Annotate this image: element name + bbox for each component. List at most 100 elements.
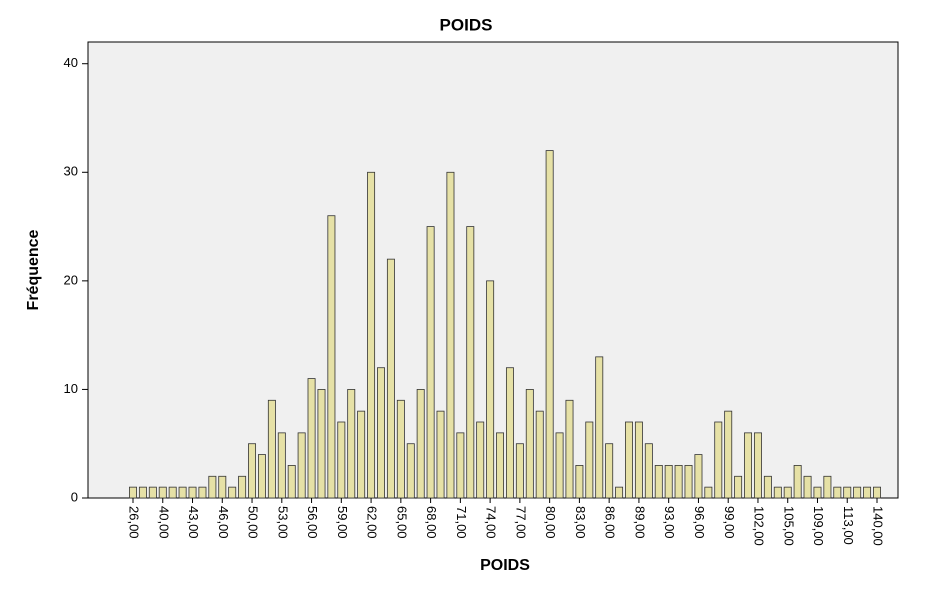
bar — [158, 486, 167, 499]
bar — [168, 486, 177, 499]
bar — [634, 421, 643, 499]
bar — [773, 486, 782, 499]
bar — [863, 486, 872, 499]
bar — [317, 389, 326, 499]
bar — [129, 486, 137, 499]
bar — [277, 432, 286, 499]
bar — [208, 475, 217, 499]
bar — [565, 399, 574, 499]
x-tick-label: 56,00 — [305, 506, 320, 539]
bar — [248, 443, 257, 499]
bar — [257, 454, 266, 499]
bar — [436, 410, 445, 499]
bar — [664, 465, 673, 499]
chart-title: POIDS — [440, 15, 493, 34]
bar — [793, 465, 802, 499]
bar — [625, 421, 633, 499]
x-tick-label: 77,00 — [513, 506, 528, 539]
x-tick-label: 96,00 — [692, 506, 707, 539]
x-tick-label: 71,00 — [454, 506, 469, 539]
x-tick-label: 26,00 — [127, 506, 142, 539]
x-tick-label: 80,00 — [543, 506, 558, 539]
bar — [337, 421, 346, 499]
bar — [357, 410, 366, 499]
bar — [238, 475, 247, 499]
bar — [843, 486, 852, 499]
bar — [525, 389, 534, 499]
x-tick-label: 62,00 — [365, 506, 380, 539]
bar — [833, 486, 842, 499]
bar — [416, 389, 425, 499]
bar — [694, 454, 703, 499]
x-tick-label: 86,00 — [603, 506, 618, 539]
x-tick-label: 93,00 — [662, 506, 677, 539]
bar — [496, 432, 505, 499]
bar — [505, 367, 514, 499]
bar — [763, 475, 772, 499]
y-tick-label: 30 — [64, 164, 78, 179]
bar — [228, 486, 237, 499]
x-axis-title: POIDS — [480, 557, 530, 574]
bar — [327, 215, 336, 499]
x-tick-label: 50,00 — [246, 506, 261, 539]
x-tick-label: 40,00 — [156, 506, 171, 539]
bar — [267, 399, 276, 499]
x-tick-label: 68,00 — [424, 506, 439, 539]
bar — [734, 475, 743, 499]
bar — [218, 475, 227, 499]
bar — [813, 486, 822, 499]
y-axis-title: Fréquence — [25, 229, 42, 310]
bar — [188, 486, 197, 499]
bar — [853, 486, 862, 499]
bar — [654, 465, 663, 499]
bar — [466, 226, 475, 499]
bar — [396, 399, 405, 499]
x-tick-label: 83,00 — [573, 506, 588, 539]
bar — [595, 356, 604, 499]
bar — [198, 486, 207, 499]
bar — [138, 486, 147, 499]
y-tick-label: 20 — [64, 272, 78, 287]
bar — [803, 475, 812, 499]
bar — [287, 465, 296, 499]
bar — [347, 389, 356, 499]
bar — [456, 432, 465, 499]
bar — [714, 421, 723, 499]
bar — [605, 443, 614, 499]
bar — [744, 432, 753, 499]
bar — [446, 171, 455, 499]
bar — [515, 443, 524, 499]
bar — [674, 465, 683, 499]
x-tick-label: 59,00 — [335, 506, 350, 539]
bar — [367, 171, 376, 499]
bar — [486, 280, 495, 499]
x-tick-label: 89,00 — [632, 506, 647, 539]
bar — [476, 421, 485, 499]
bar — [297, 432, 306, 499]
bar — [148, 486, 157, 499]
bar — [585, 421, 594, 499]
x-tick-label: 99,00 — [722, 506, 737, 539]
bar — [535, 410, 544, 499]
bar — [644, 443, 653, 499]
bar — [377, 367, 385, 499]
bar — [545, 150, 554, 499]
bar — [873, 486, 881, 499]
x-tick-label: 105,00 — [781, 506, 796, 546]
x-tick-label: 46,00 — [216, 506, 231, 539]
bar — [406, 443, 415, 499]
x-tick-label: 102,00 — [752, 506, 767, 546]
bar — [753, 432, 762, 499]
bar — [783, 486, 792, 499]
bar — [575, 465, 584, 499]
y-tick-label: 10 — [64, 381, 78, 396]
x-tick-label: 140,00 — [871, 506, 886, 546]
x-tick-label: 65,00 — [394, 506, 409, 539]
bar — [724, 410, 733, 499]
bar — [386, 258, 395, 499]
x-tick-label: 43,00 — [186, 506, 201, 539]
bar — [555, 432, 564, 499]
y-tick-label: 40 — [64, 55, 78, 70]
bar — [823, 475, 832, 499]
